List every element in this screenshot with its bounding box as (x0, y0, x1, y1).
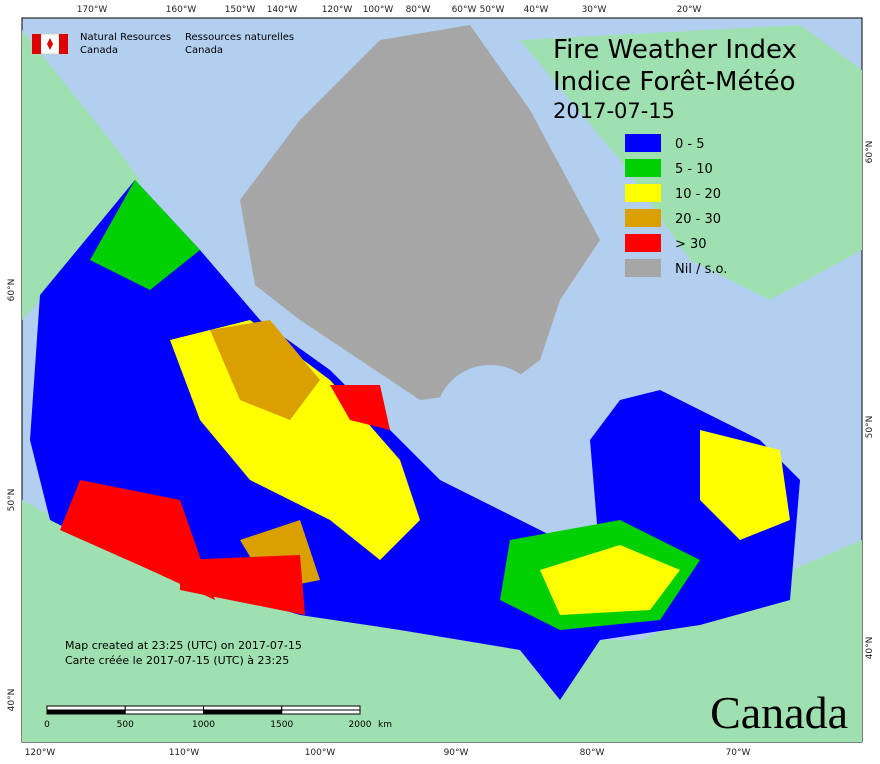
scale-label: 500 (117, 720, 134, 730)
legend-label: 5 - 10 (675, 162, 713, 177)
legend-label: 0 - 5 (675, 137, 705, 152)
graticule-label: 120°W (322, 5, 353, 15)
scale-segment (46, 705, 126, 711)
legend-label: 10 - 20 (675, 187, 721, 202)
legend-swatch (625, 234, 661, 252)
date: 2017-07-15 (553, 99, 675, 123)
graticule-label: 80°W (406, 5, 431, 15)
wordmark: Canada (710, 687, 848, 738)
legend-swatch (625, 209, 661, 227)
agency-text: Natural Resources (80, 32, 171, 43)
legend-swatch (625, 184, 661, 202)
graticule-label: 40°N (865, 637, 875, 660)
scale-segment (281, 709, 361, 715)
graticule-label: 60°W (452, 5, 477, 15)
graticule: 170°W 160°W 150°W 140°W 120°W 100°W 80°W 60°W 50… (7, 5, 875, 758)
graticule-label: 50°N (865, 416, 875, 439)
legend-swatch (625, 134, 661, 152)
scale-segment (203, 709, 283, 715)
graticule-label: 100°W (305, 748, 336, 758)
title: Fire Weather Index (553, 35, 797, 65)
graticule-label: 50°N (7, 489, 17, 512)
graticule-label: 120°W (25, 748, 56, 758)
graticule-label: 100°W (363, 5, 394, 15)
legend-label: Nil / s.o. (675, 262, 727, 277)
graticule-label: 90°W (444, 748, 469, 758)
note: Map created at 23:25 (UTC) on 2017-07-15 (65, 639, 302, 652)
scale-unit: km (378, 720, 392, 730)
scale-segment (281, 705, 361, 711)
agency-text: Canada (185, 45, 223, 56)
scale-segment (124, 705, 204, 711)
graticule-label: 50°W (480, 5, 505, 15)
graticule-label: 170°W (77, 5, 108, 15)
graticule-label: 140°W (267, 5, 298, 15)
scale-segment (203, 705, 283, 711)
note: Carte créée le 2017-07-15 (UTC) à 23:25 (65, 654, 289, 667)
graticule-label: 70°W (726, 748, 751, 758)
scale-segment (124, 709, 204, 715)
legend: 0 - 5 5 - 10 10 - 20 20 - 30 > 30 Nil / s.o. (625, 134, 727, 277)
land (22, 25, 862, 742)
scale-segment (46, 709, 126, 715)
scale-label: 1500 (270, 720, 293, 730)
graticule-label: 160°W (166, 5, 197, 15)
scale-bar: 0 500 1000 1500 2000 km (44, 705, 392, 730)
graticule-label: 80°W (580, 748, 605, 758)
graticule-label: 60°N (7, 279, 17, 302)
agency-text: Canada (80, 45, 118, 56)
legend-label: > 30 (675, 237, 707, 252)
agency: Natural Resources Canada Ressources natu… (31, 32, 294, 56)
graticule-label: 20°W (677, 5, 702, 15)
graticule-label: 110°W (169, 748, 200, 758)
legend-label: 20 - 30 (675, 212, 721, 227)
scale-label: 1000 (192, 720, 215, 730)
scale-label: 2000 (349, 720, 372, 730)
agency-text: Ressources naturelles (185, 32, 294, 43)
graticule-label: 30°W (582, 5, 607, 15)
graticule-label: 40°W (524, 5, 549, 15)
legend-swatch (625, 259, 661, 277)
graticule-label: 150°W (225, 5, 256, 15)
graticule-label: 40°N (7, 689, 17, 712)
scale-label: 0 (44, 720, 50, 730)
graticule-label: 60°N (865, 141, 875, 164)
title: Indice Forêt-Météo (553, 67, 796, 97)
legend-swatch (625, 159, 661, 177)
